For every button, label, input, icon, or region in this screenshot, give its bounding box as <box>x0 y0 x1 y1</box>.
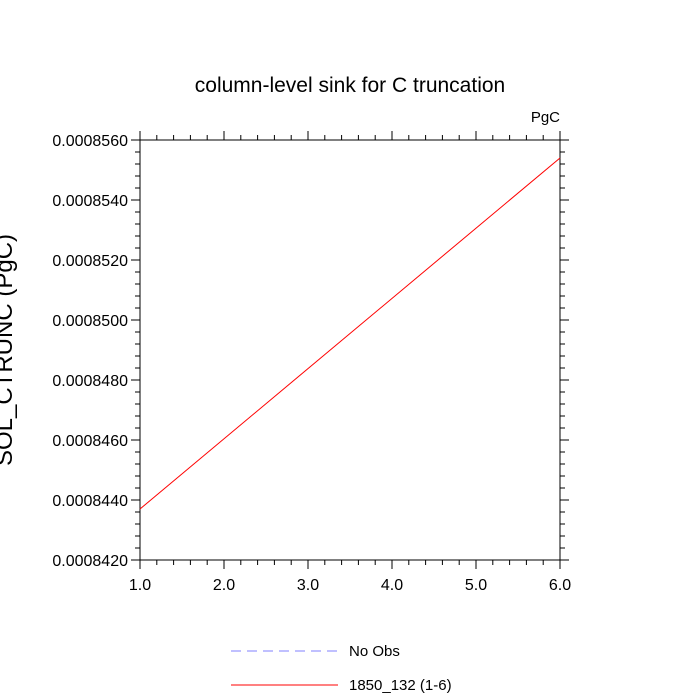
legend: No Obs 1850_132 (1-6) <box>231 643 452 694</box>
y-tick-label: 0.0008440 <box>52 493 128 510</box>
y-tick-label: 0.0008520 <box>52 253 128 270</box>
x-tick-label: 1.0 <box>129 577 151 594</box>
x-tick-label: 2.0 <box>213 577 235 594</box>
y-axis-label: SOL_CTRUNC (PgC) <box>0 234 18 466</box>
x-tick-label: 3.0 <box>297 577 319 594</box>
series-group <box>139 157 561 510</box>
y-tick-label: 0.0008480 <box>52 373 128 390</box>
x-tick-label: 6.0 <box>549 577 571 594</box>
y-tick-label: 0.0008560 <box>52 133 128 150</box>
chart-title: column-level sink for C truncation <box>195 74 505 97</box>
x-tick-label: 5.0 <box>465 577 487 594</box>
series-line <box>139 157 561 510</box>
x-tick-label: 4.0 <box>381 577 403 594</box>
units-label: PgC <box>531 109 560 126</box>
plot-frame <box>139 139 561 561</box>
y-tick-label: 0.0008460 <box>52 433 128 450</box>
ticks-group: 1.0 2.0 3.0 4.0 5.0 6.0 0.0008420 0.0008440 0.00… <box>52 131 571 594</box>
y-tick-label: 0.0008540 <box>52 193 128 210</box>
y-tick-label: 0.0008500 <box>52 313 128 330</box>
y-tick-label: 0.0008420 <box>52 553 128 570</box>
legend-label: No Obs <box>349 643 400 660</box>
legend-label: 1850_132 (1-6) <box>349 677 452 694</box>
